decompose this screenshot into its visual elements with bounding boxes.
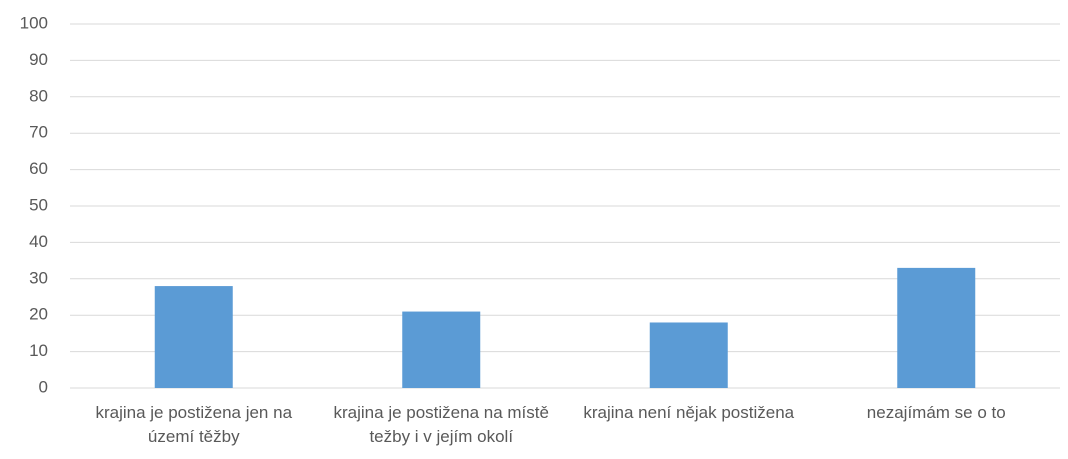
bar xyxy=(154,286,233,388)
y-tick-label: 50 xyxy=(29,195,48,214)
x-tick-label: krajina je postižena jen na území těžby xyxy=(95,403,292,446)
y-tick-label: 100 xyxy=(20,13,48,32)
y-tick-label: 20 xyxy=(29,305,48,324)
y-tick-label: 60 xyxy=(29,159,48,178)
y-tick-label: 10 xyxy=(29,341,48,360)
y-tick-label: 90 xyxy=(29,50,48,69)
y-tick-label: 80 xyxy=(29,86,48,105)
x-tick-label: nezajímám se o to xyxy=(867,403,1006,422)
x-tick-label: krajina je postižena na místě težby i v j… xyxy=(334,403,549,446)
y-tick-label: 70 xyxy=(29,123,48,142)
y-tick-label: 40 xyxy=(29,232,48,251)
x-tick-label: krajina není nějak postižena xyxy=(583,403,794,422)
bar xyxy=(897,267,976,388)
y-tick-label: 0 xyxy=(39,377,48,396)
bar xyxy=(649,322,728,388)
y-tick-label: 30 xyxy=(29,268,48,287)
bar xyxy=(402,311,481,388)
